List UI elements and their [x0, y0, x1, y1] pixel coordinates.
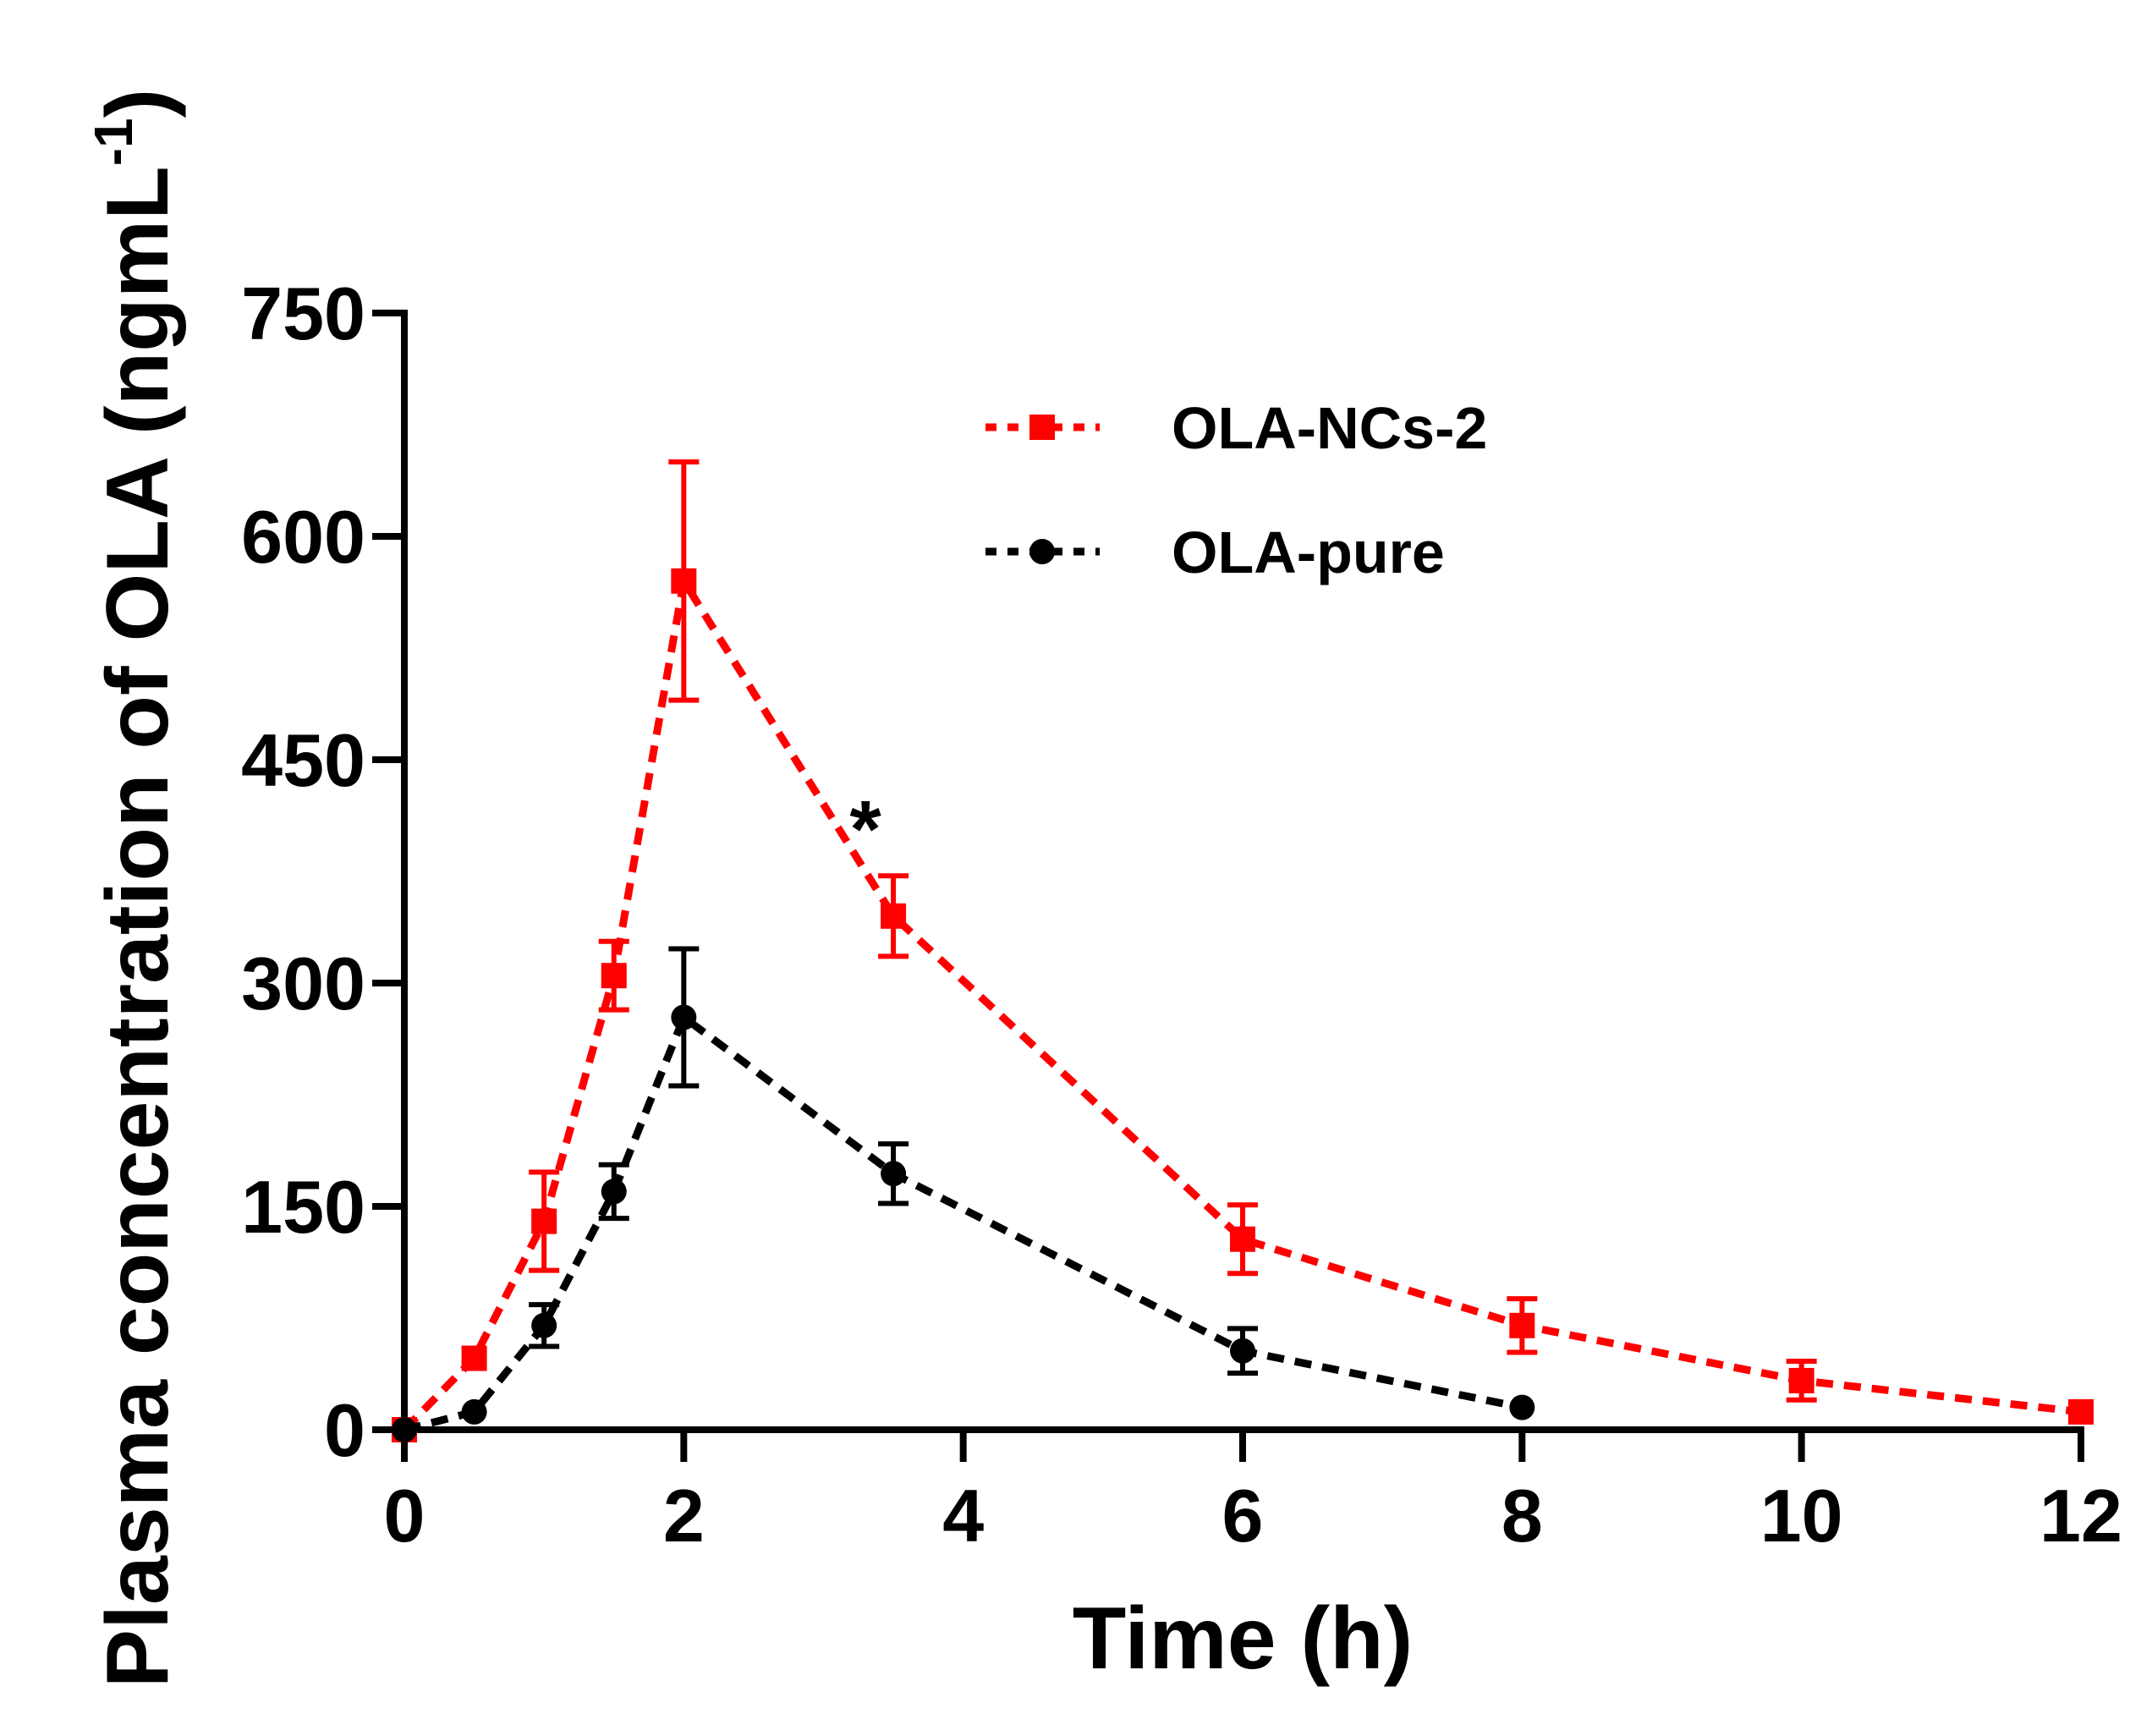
y-axis-title: Plasma concentration of OLA (ngmL-1) [83, 89, 187, 1689]
series-OLA-pure [392, 946, 1535, 1442]
x-tick-label: 10 [1760, 1474, 1843, 1557]
x-tick-label: 4 [942, 1474, 984, 1557]
data-point [1230, 1338, 1255, 1364]
data-point [601, 963, 627, 989]
y-tick-label: 600 [241, 495, 365, 579]
series-line [403, 1011, 1523, 1434]
axes: 0 150 300 450 600 750 0 2 4 6 8 10 12 [241, 272, 2122, 1557]
y-axis-title-close: ) [89, 89, 187, 118]
legend-label: OLA-NCs-2 [1172, 395, 1487, 461]
significance-asterisk: * [849, 784, 881, 875]
y-tick-label: 0 [324, 1388, 365, 1472]
data-point [881, 1161, 907, 1187]
legend: OLA-NCs-2 OLA-pure [985, 395, 1487, 585]
series-layer: * [392, 459, 2094, 1442]
y-axis-title-superscript: -1 [83, 118, 144, 166]
y-tick-label: 450 [241, 718, 365, 802]
data-point [461, 1345, 487, 1371]
data-point [392, 1417, 417, 1442]
data-point [531, 1208, 557, 1234]
y-axis-title-main: Plasma concentration of OLA (ngmL [89, 166, 187, 1688]
x-axis-title: Time (h) [1073, 1590, 1414, 1688]
legend-marker [1029, 415, 1055, 440]
y-tick-label: 750 [241, 272, 365, 355]
data-point [531, 1312, 557, 1338]
data-point [1509, 1394, 1535, 1420]
y-tick-label: 300 [241, 942, 365, 1025]
data-point [1509, 1312, 1535, 1338]
y-tick-label: 150 [241, 1165, 365, 1249]
series-OLA-NCs-2 [392, 459, 2094, 1442]
legend-label: OLA-pure [1172, 519, 1445, 585]
data-point [2068, 1398, 2094, 1425]
data-point [461, 1398, 487, 1425]
x-tick-label: 12 [2039, 1474, 2122, 1557]
legend-item-OLA-NCs-2: OLA-NCs-2 [985, 395, 1487, 461]
data-point [1230, 1226, 1255, 1252]
legend-marker [1029, 539, 1055, 564]
data-point [671, 568, 697, 594]
data-point [881, 903, 907, 929]
x-tick-label: 0 [384, 1474, 425, 1557]
x-tick-label: 8 [1501, 1474, 1543, 1557]
data-point [671, 1004, 697, 1030]
x-tick-label: 6 [1222, 1474, 1264, 1557]
legend-item-OLA-pure: OLA-pure [985, 519, 1445, 585]
x-tick-label: 2 [663, 1474, 705, 1557]
data-point [1788, 1367, 1814, 1393]
data-point [601, 1178, 627, 1205]
series-line [401, 570, 2082, 1433]
